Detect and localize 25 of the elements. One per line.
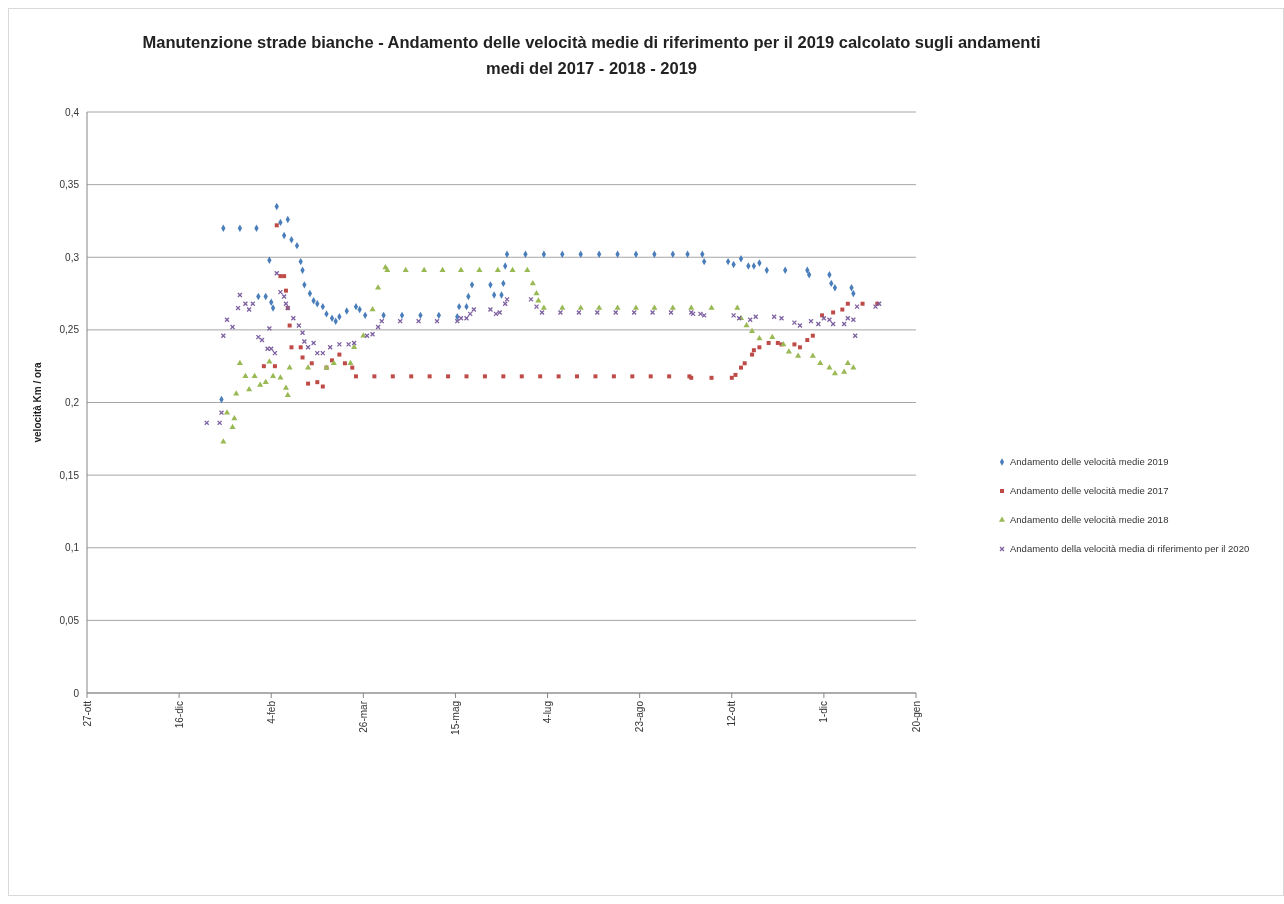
y-tick-label: 0,15: [59, 469, 80, 481]
legend-label: Andamento della velocità media di riferimento per il 2020: [1010, 543, 1250, 555]
y-tick-label: 0,3: [65, 251, 80, 263]
x-tick-label: 1-dic: [818, 701, 830, 723]
y-tick-label: 0,05: [59, 614, 80, 626]
x-tick-label: 23-ago: [634, 700, 646, 733]
x-tick-label: 26-mar: [357, 700, 369, 733]
x-tick-label: 16-dic: [173, 701, 185, 729]
x-tick-label: 20-gen: [910, 701, 922, 733]
legend-label: Andamento delle velocità medie 2019: [1010, 456, 1169, 468]
chart-title: Manutenzione strade bianche - Andamento delle velocità medie di riferimento per il 2019 calcolato sugli andamenti medi del 2017 - 2018 - 2019: [142, 33, 1041, 77]
x-tick-label: 27-ott: [81, 700, 93, 727]
y-axis-title: velocità Km / ora: [32, 362, 43, 443]
y-tick-label: 0,2: [65, 397, 80, 408]
x-tick-label: 12-ott: [726, 700, 738, 727]
y-tick-label: 0,25: [59, 324, 80, 336]
y-tick-label: 0: [73, 687, 80, 699]
x-tick-label: 4-lug: [542, 701, 554, 724]
y-tick-label: 0,1: [65, 542, 80, 554]
x-tick-label: 15-mag: [449, 701, 461, 735]
x-tick-label: 4-feb: [265, 700, 277, 724]
y-tick-label: 0,35: [59, 179, 80, 191]
legend-label: Andamento delle velocità medie 2017: [1010, 485, 1169, 497]
y-tick-label: 0,4: [65, 106, 80, 118]
legend-label: Andamento delle velocità medie 2018: [1010, 514, 1169, 526]
